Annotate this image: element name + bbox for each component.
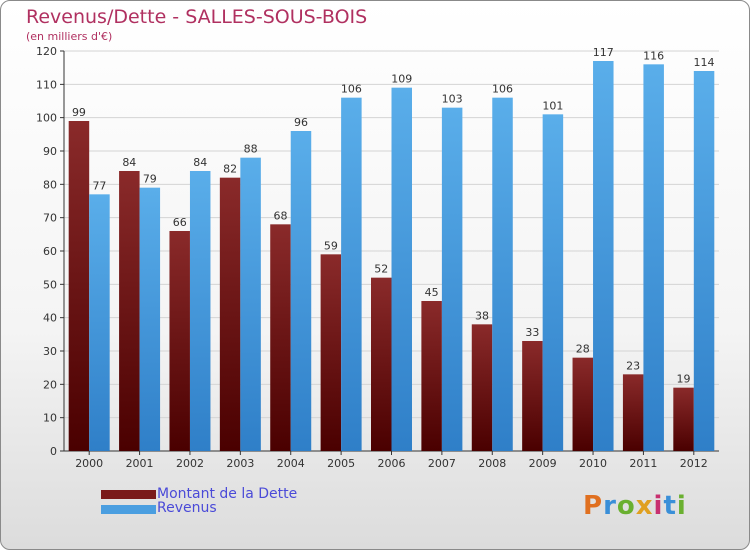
data-label-revenus: 109 (391, 73, 412, 86)
bar-revenus (643, 64, 664, 452)
logo-letter: r (603, 491, 617, 521)
bar-dette (68, 121, 90, 451)
bar-revenus (441, 107, 463, 452)
legend-label-dette: Montant de la Dette (157, 486, 298, 502)
y-tick-label: 40 (43, 312, 57, 325)
bar-dette (421, 301, 442, 451)
logo-letter: i (653, 491, 664, 521)
x-tick-label: 2006 (378, 457, 406, 470)
data-label-revenus: 101 (542, 99, 563, 112)
legend-swatch-dette (101, 490, 156, 499)
y-tick-label: 30 (43, 345, 57, 358)
bar-revenus (89, 194, 110, 452)
data-label-dette: 66 (173, 216, 187, 229)
legend-label-revenus: Revenus (157, 500, 217, 516)
data-label-dette: 33 (525, 326, 539, 339)
logo-letter: i (676, 491, 687, 521)
y-tick-label: 10 (43, 412, 57, 425)
data-label-revenus: 79 (143, 173, 157, 186)
x-tick-label: 2005 (327, 457, 355, 470)
x-tick-label: 2002 (176, 457, 204, 470)
data-label-dette: 23 (626, 359, 640, 372)
y-tick-label: 100 (36, 112, 57, 125)
bar-dette (522, 341, 543, 451)
logo-letter: o (616, 491, 636, 521)
bar-dette (320, 254, 342, 451)
y-tick-label: 90 (43, 145, 57, 158)
data-label-revenus: 106 (492, 83, 513, 96)
data-label-revenus: 106 (341, 83, 362, 96)
data-label-revenus: 117 (593, 46, 614, 59)
bar-revenus (240, 157, 261, 451)
bar-revenus (139, 187, 161, 451)
data-label-dette: 82 (223, 163, 237, 176)
data-label-dette: 19 (677, 373, 691, 386)
bar-dette (371, 277, 392, 451)
legend-swatch-revenus (101, 505, 156, 514)
x-tick-label: 2000 (75, 457, 103, 470)
x-tick-label: 2004 (277, 457, 305, 470)
data-label-dette: 52 (374, 263, 388, 276)
proxiti-logo: Proxiti (583, 491, 687, 521)
y-tick-label: 70 (43, 212, 57, 225)
bar-dette (572, 357, 594, 451)
data-label-revenus: 77 (92, 179, 106, 192)
data-label-revenus: 103 (442, 93, 463, 106)
data-label-dette: 84 (122, 156, 136, 169)
bar-dette (622, 374, 644, 451)
logo-letter: t (663, 491, 677, 521)
data-label-revenus: 116 (643, 49, 664, 62)
data-label-revenus: 96 (294, 116, 308, 129)
bar-revenus (391, 87, 412, 452)
x-tick-label: 2011 (629, 457, 657, 470)
x-tick-label: 2007 (428, 457, 456, 470)
data-label-revenus: 88 (244, 143, 258, 156)
data-label-revenus: 114 (694, 56, 715, 69)
data-label-dette: 59 (324, 239, 338, 252)
bar-revenus (693, 71, 715, 451)
x-tick-label: 2009 (529, 457, 557, 470)
logo-letter: P (583, 491, 604, 521)
data-label-dette: 45 (425, 286, 439, 299)
bar-revenus (593, 61, 614, 451)
data-label-revenus: 84 (193, 156, 207, 169)
chart-subtitle: (en milliers d'€) (26, 30, 113, 43)
x-tick-label: 2001 (126, 457, 154, 470)
bar-revenus (542, 114, 564, 451)
bar-dette (219, 177, 241, 451)
bar-revenus (290, 131, 312, 451)
y-tick-label: 20 (43, 378, 57, 391)
x-tick-label: 2003 (226, 457, 254, 470)
bar-revenus (341, 97, 362, 452)
bar-dette (471, 324, 493, 451)
y-tick-label: 50 (43, 278, 57, 291)
y-tick-label: 80 (43, 178, 57, 191)
data-label-dette: 38 (475, 309, 489, 322)
y-tick-label: 0 (50, 445, 57, 458)
data-label-dette: 68 (273, 209, 287, 222)
bar-dette (169, 231, 190, 451)
bar-dette (673, 387, 694, 451)
bar-dette (270, 224, 291, 451)
data-label-dette: 28 (576, 343, 590, 356)
y-tick-label: 110 (36, 78, 57, 91)
bar-revenus (492, 97, 513, 452)
bar-revenus (189, 171, 211, 451)
x-tick-label: 2008 (478, 457, 506, 470)
bar-dette (119, 171, 140, 451)
y-tick-label: 120 (36, 45, 57, 58)
data-label-dette: 99 (72, 106, 86, 119)
logo-letter: x (635, 491, 654, 521)
y-tick-label: 60 (43, 245, 57, 258)
x-tick-label: 2012 (680, 457, 708, 470)
x-tick-label: 2010 (579, 457, 607, 470)
chart-title: Revenus/Dette - SALLES-SOUS-BOIS (26, 6, 368, 28)
